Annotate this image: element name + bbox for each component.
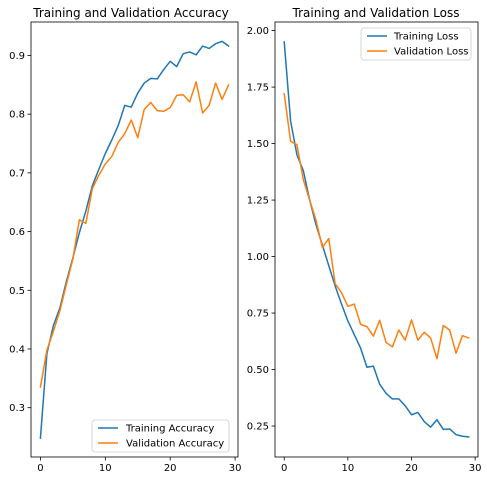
loss-title: Training and Validation Loss [292, 6, 460, 20]
accuracy-y-tick-label: 0.9 [9, 51, 25, 62]
accuracy-x-tick-label: 0 [37, 463, 43, 474]
legend-label-validation-loss: Validation Loss [394, 47, 469, 58]
legend-label-training-loss: Training Loss [393, 32, 459, 43]
accuracy-y-tick-label: 0.3 [9, 403, 25, 414]
accuracy-y-tick-label: 0.8 [9, 110, 25, 121]
series-line-training-loss [283, 41, 470, 438]
loss-y-tick-label: 0.75 [247, 309, 269, 320]
accuracy-x-tick-label: 10 [99, 463, 112, 474]
loss-y-tick-label: 0.50 [247, 365, 269, 376]
accuracy-legend: Training Accuracy Validation Accuracy [91, 419, 230, 453]
accuracy-ticks: 0 10 20 30 0.3 0.4 0.5 0.6 0.7 0.8 0.9 [9, 51, 241, 474]
loss-y-tick-label: 2.00 [247, 26, 269, 37]
loss-x-tick-label: 20 [405, 463, 418, 474]
loss-legend: Training Loss Validation Loss [360, 27, 472, 61]
accuracy-x-tick-label: 20 [164, 463, 177, 474]
series-line-validation-accuracy [39, 81, 230, 389]
loss-x-tick-label: 30 [469, 463, 482, 474]
loss-ticks: 0 10 20 30 0.25 0.50 0.75 1.00 1.25 1.50 1.75 2.00 [247, 26, 482, 474]
loss-legend-box [360, 27, 472, 61]
accuracy-y-tick-label: 0.6 [9, 227, 25, 238]
legend-label-training-accuracy: Training Accuracy [125, 424, 214, 435]
accuracy-plot-frame [30, 21, 239, 458]
loss-y-tick-label: 1.50 [247, 139, 269, 150]
accuracy-y-tick-label: 0.7 [9, 168, 25, 179]
loss-panel: Training and Validation Loss 0 10 20 30 0.25… [247, 6, 482, 474]
accuracy-series-lines [39, 40, 230, 440]
accuracy-panel: Training and Validation Accuracy 0 10 20 30… [9, 6, 241, 474]
loss-y-tick-label: 1.25 [247, 196, 269, 207]
accuracy-legend-box [91, 419, 230, 453]
series-line-validation-loss [283, 93, 470, 360]
loss-y-tick-label: 0.25 [247, 422, 269, 433]
loss-y-tick-label: 1.75 [247, 83, 269, 94]
loss-plot-frame [274, 21, 479, 458]
accuracy-x-tick-label: 30 [229, 463, 242, 474]
loss-x-tick-label: 10 [341, 463, 354, 474]
loss-x-tick-label: 0 [281, 463, 287, 474]
accuracy-y-tick-label: 0.5 [9, 286, 25, 297]
accuracy-title: Training and Validation Accuracy [32, 6, 228, 20]
accuracy-y-tick-label: 0.4 [9, 344, 25, 355]
loss-y-tick-label: 1.00 [247, 252, 269, 263]
legend-label-validation-accuracy: Validation Accuracy [126, 439, 224, 450]
loss-series-lines [283, 41, 470, 438]
